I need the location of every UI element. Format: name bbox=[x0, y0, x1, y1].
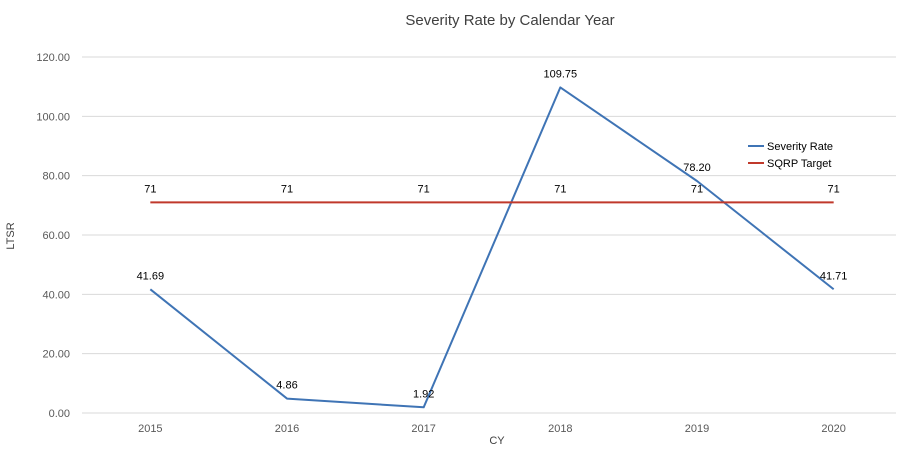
legend-label-sqrp-target: SQRP Target bbox=[767, 158, 831, 170]
severity-rate-data-label: 4.86 bbox=[276, 380, 297, 392]
y-tick-label: 120.00 bbox=[36, 52, 70, 64]
x-tick-label: 2016 bbox=[275, 423, 299, 435]
legend: Severity Rate SQRP Target bbox=[748, 141, 833, 170]
x-tick-label: 2017 bbox=[411, 423, 435, 435]
y-tick-label: 20.00 bbox=[42, 349, 70, 361]
x-tick-label: 2019 bbox=[685, 423, 709, 435]
sqrp-target-data-label: 71 bbox=[281, 183, 293, 195]
sqrp-target-data-label: 71 bbox=[144, 183, 156, 195]
severity-rate-data-label: 1.92 bbox=[413, 388, 434, 400]
sqrp-target-data-label: 71 bbox=[418, 183, 430, 195]
y-tick-label: 80.00 bbox=[42, 171, 70, 183]
sqrp-target-data-label: 71 bbox=[554, 183, 566, 195]
severity-rate-data-label: 41.71 bbox=[820, 270, 848, 282]
gridlines bbox=[82, 56, 896, 414]
y-tick-label: 0.00 bbox=[49, 408, 70, 420]
x-tick-label: 2015 bbox=[138, 423, 162, 435]
severity-rate-line bbox=[149, 86, 835, 409]
y-axis-label: LTSR bbox=[5, 222, 17, 249]
y-tick-label: 100.00 bbox=[36, 111, 70, 123]
y-axis-ticks: 0.00 20.00 40.00 60.00 80.00 100.00 120.00 bbox=[36, 52, 70, 420]
sqrp-target-data-label: 71 bbox=[691, 183, 703, 195]
y-tick-label: 40.00 bbox=[42, 289, 70, 301]
x-tick-label: 2020 bbox=[821, 423, 845, 435]
severity-rate-data-label: 78.20 bbox=[683, 162, 711, 174]
x-axis-ticks: 2015 2016 2017 2018 2019 2020 bbox=[138, 423, 846, 435]
x-axis-label: CY bbox=[489, 435, 505, 447]
severity-rate-data-label: 41.69 bbox=[137, 270, 165, 282]
y-tick-label: 60.00 bbox=[42, 230, 70, 242]
series-lines bbox=[149, 86, 835, 409]
chart-title: Severity Rate by Calendar Year bbox=[405, 12, 614, 29]
sqrp-target-data-label: 71 bbox=[828, 183, 840, 195]
legend-label-severity-rate: Severity Rate bbox=[767, 141, 833, 153]
x-tick-label: 2018 bbox=[548, 423, 572, 435]
severity-rate-data-label: 109.75 bbox=[544, 68, 578, 80]
data-labels: 41.69 4.86 1.92 109.75 78.20 41.71 71 71 71 71 71 7… bbox=[137, 68, 848, 400]
